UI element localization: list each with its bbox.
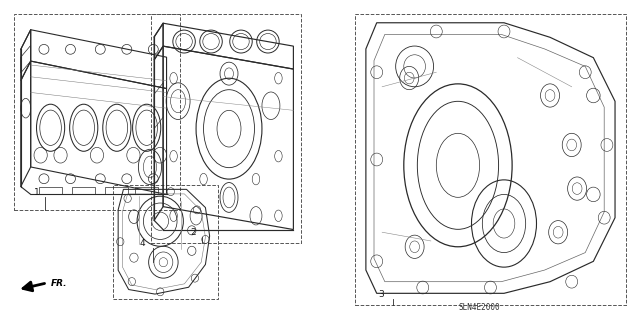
Text: 1: 1 bbox=[34, 189, 40, 197]
Text: 2: 2 bbox=[190, 228, 196, 237]
Bar bbox=[355, 14, 626, 305]
Text: 3: 3 bbox=[378, 290, 384, 299]
Bar bbox=[14, 14, 180, 210]
Bar bbox=[151, 14, 301, 243]
Text: SLN4E2000: SLN4E2000 bbox=[458, 303, 500, 312]
Text: 4: 4 bbox=[139, 239, 145, 248]
Text: FR.: FR. bbox=[51, 279, 67, 288]
Bar bbox=[113, 185, 218, 299]
